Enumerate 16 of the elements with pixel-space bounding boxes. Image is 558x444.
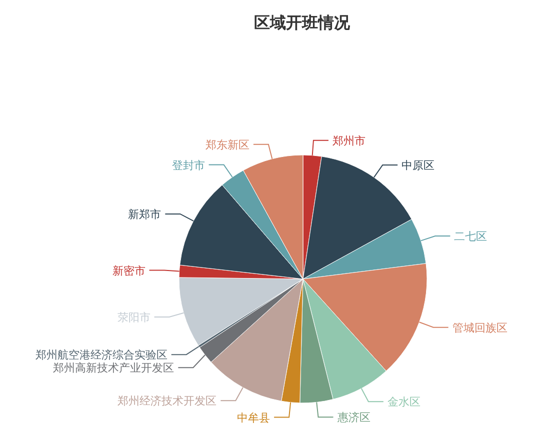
- slice-label: 郑州经济技术开发区: [118, 394, 217, 408]
- slice-label: 金水区: [387, 396, 420, 409]
- slice-label: 荥阳市: [117, 310, 150, 324]
- slice-label: 中原区: [402, 159, 435, 172]
- slice-label: 管城回族区: [452, 321, 508, 334]
- slice-label: 惠济区: [336, 411, 370, 424]
- slice-label: 登封市: [172, 158, 205, 172]
- slice-label: 新密市: [112, 264, 146, 278]
- slice-label: 中牟县: [237, 411, 270, 424]
- chart-title: 区域开班情况: [254, 13, 351, 32]
- slice-label: 郑东新区: [205, 138, 250, 152]
- slice-label: 二七区: [454, 230, 488, 244]
- slice-label: 郑州航空港经济综合实验区: [35, 348, 168, 362]
- slice-label: 新郑市: [128, 208, 162, 221]
- slice-label: 郑州高新技术产业开发区: [53, 362, 174, 375]
- slice-label: 郑州市: [332, 134, 366, 148]
